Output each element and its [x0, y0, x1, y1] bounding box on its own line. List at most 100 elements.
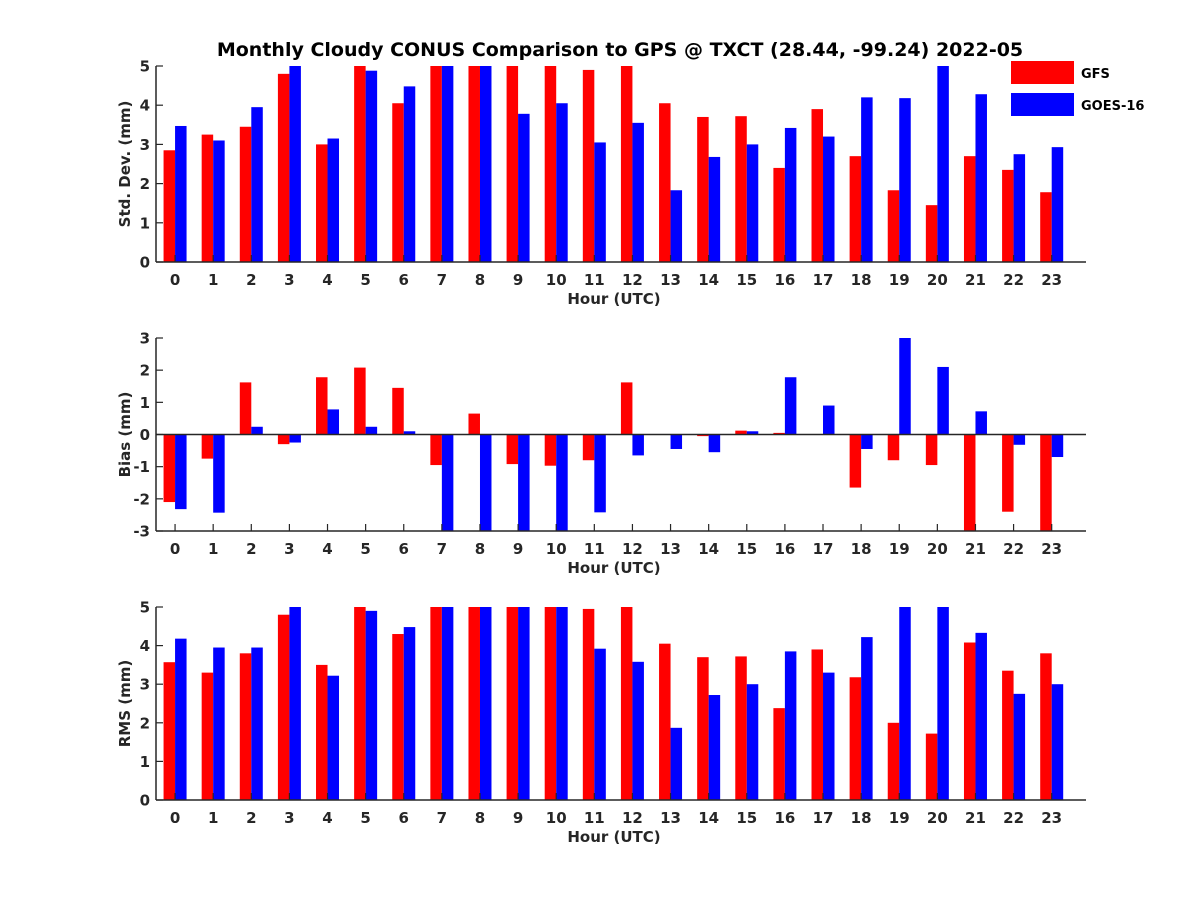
bar-rms-gfs-23 [1040, 653, 1052, 800]
x-tick-label-bias-6: 6 [399, 540, 409, 558]
bar-rms-goes16-13 [670, 727, 683, 800]
bar-stddev-goes16-17 [823, 136, 835, 262]
y-tick-label-stddev-0: 0 [140, 254, 150, 272]
legend: GFS GOES-16 [1011, 61, 1144, 116]
x-tick-label-bias-4: 4 [322, 540, 332, 558]
bar-bias-goes16-8 [479, 434, 492, 531]
bar-bias-gfs-7 [430, 434, 442, 466]
x-tick-label-bias-17: 17 [813, 540, 834, 558]
bar-rms-gfs-16 [773, 708, 785, 800]
bar-bias-goes16-1 [213, 434, 225, 513]
bar-bias-goes16-3 [289, 434, 301, 443]
bar-rms-gfs-17 [811, 649, 824, 800]
bar-rms-goes16-14 [708, 695, 721, 800]
bar-stddev-goes16-23 [1051, 147, 1064, 262]
x-tick-label-rms-4: 4 [322, 809, 332, 827]
x-tick-label-rms-21: 21 [965, 809, 986, 827]
x-tick-label-rms-18: 18 [851, 809, 872, 827]
bar-bias-goes16-23 [1051, 434, 1064, 458]
x-tick-label-rms-11: 11 [584, 809, 605, 827]
bar-stddev-goes16-4 [327, 138, 340, 262]
x-tick-label-stddev-21: 21 [965, 271, 986, 289]
bar-stddev-goes16-0 [175, 125, 187, 262]
x-tick-label-stddev-6: 6 [399, 271, 409, 289]
x-tick-label-rms-6: 6 [399, 809, 409, 827]
legend-label-goes16: GOES-16 [1081, 99, 1144, 114]
bar-stddev-gfs-21 [963, 156, 976, 262]
bar-rms-gfs-13 [659, 643, 671, 800]
bar-rms-gfs-11 [582, 608, 595, 800]
x-tick-label-stddev-19: 19 [889, 271, 910, 289]
y-tick-label-rms-0: 0 [140, 792, 150, 810]
x-tick-label-stddev-4: 4 [322, 271, 332, 289]
bar-bias-gfs-21 [963, 434, 976, 531]
bar-bias-gfs-23 [1040, 434, 1052, 531]
x-tick-label-rms-22: 22 [1003, 809, 1024, 827]
bar-rms-goes16-0 [175, 638, 187, 800]
y-tick-label-bias-1: 1 [140, 394, 150, 412]
bar-stddev-goes16-12 [632, 122, 644, 262]
bar-rms-goes16-9 [518, 607, 530, 800]
x-tick-label-stddev-1: 1 [208, 271, 218, 289]
x-tick-label-rms-12: 12 [622, 809, 643, 827]
x-tick-label-stddev-15: 15 [736, 271, 757, 289]
x-tick-label-rms-16: 16 [774, 809, 795, 827]
bar-rms-gfs-1 [201, 672, 214, 800]
x-tick-label-stddev-0: 0 [170, 271, 180, 289]
bar-bias-gfs-9 [506, 434, 519, 465]
bar-stddev-gfs-1 [201, 134, 214, 262]
x-tick-label-rms-15: 15 [736, 809, 757, 827]
x-tick-label-bias-14: 14 [698, 540, 719, 558]
x-tick-label-rms-10: 10 [546, 809, 567, 827]
y-tick-label-stddev-5: 5 [140, 58, 150, 76]
y-tick-label-stddev-2: 2 [140, 175, 150, 193]
bar-bias-goes16-11 [594, 434, 606, 513]
x-tick-label-bias-1: 1 [208, 540, 218, 558]
x-tick-label-bias-13: 13 [660, 540, 681, 558]
bar-stddev-gfs-4 [316, 144, 328, 262]
panel-rms: 0 1 2 3 4 5 6 7 8 9 10 11 12 13 14 15 16 17 18 19 20 21 22 2301… [116, 599, 1086, 846]
bar-stddev-goes16-8 [479, 66, 492, 262]
x-tick-label-stddev-11: 11 [584, 271, 605, 289]
x-tick-label-bias-16: 16 [774, 540, 795, 558]
bar-stddev-goes16-20 [937, 66, 949, 262]
bar-stddev-gfs-12 [620, 66, 633, 262]
x-tick-label-bias-11: 11 [584, 540, 605, 558]
bar-rms-goes16-16 [784, 651, 797, 800]
bar-rms-goes16-3 [289, 607, 301, 800]
bar-stddev-gfs-16 [773, 167, 785, 262]
bar-rms-goes16-21 [975, 632, 987, 800]
x-tick-label-bias-10: 10 [546, 540, 567, 558]
x-axis-label-rms: Hour (UTC) [567, 828, 660, 846]
bar-rms-goes16-7 [441, 607, 454, 800]
x-tick-label-bias-2: 2 [246, 540, 256, 558]
bar-stddev-gfs-20 [925, 205, 938, 262]
bar-bias-goes16-4 [327, 409, 340, 435]
bar-stddev-goes16-14 [708, 156, 721, 262]
x-tick-label-rms-8: 8 [475, 809, 485, 827]
bar-rms-gfs-9 [506, 607, 519, 800]
bar-bias-goes16-5 [365, 426, 378, 435]
bar-bias-gfs-0 [163, 434, 176, 503]
bar-stddev-gfs-23 [1040, 192, 1052, 262]
bar-stddev-gfs-2 [239, 126, 252, 262]
bar-stddev-gfs-17 [811, 109, 824, 263]
y-axis-label-rms: RMS (mm) [116, 660, 134, 747]
bar-stddev-gfs-22 [1002, 169, 1014, 262]
bar-rms-gfs-12 [620, 607, 633, 800]
x-tick-label-stddev-3: 3 [284, 271, 294, 289]
x-tick-label-stddev-14: 14 [698, 271, 719, 289]
x-tick-label-bias-12: 12 [622, 540, 643, 558]
bar-stddev-gfs-7 [430, 66, 442, 262]
bar-stddev-gfs-13 [659, 103, 671, 263]
bar-rms-goes16-1 [213, 647, 225, 800]
y-tick-label-stddev-1: 1 [140, 214, 150, 232]
x-tick-label-bias-15: 15 [736, 540, 757, 558]
x-tick-label-bias-7: 7 [437, 540, 447, 558]
bar-bias-goes16-16 [784, 377, 797, 435]
bar-stddev-gfs-3 [277, 73, 290, 262]
bar-bias-gfs-14 [697, 434, 709, 437]
bar-stddev-gfs-11 [582, 69, 595, 262]
bar-rms-goes16-18 [861, 637, 873, 800]
